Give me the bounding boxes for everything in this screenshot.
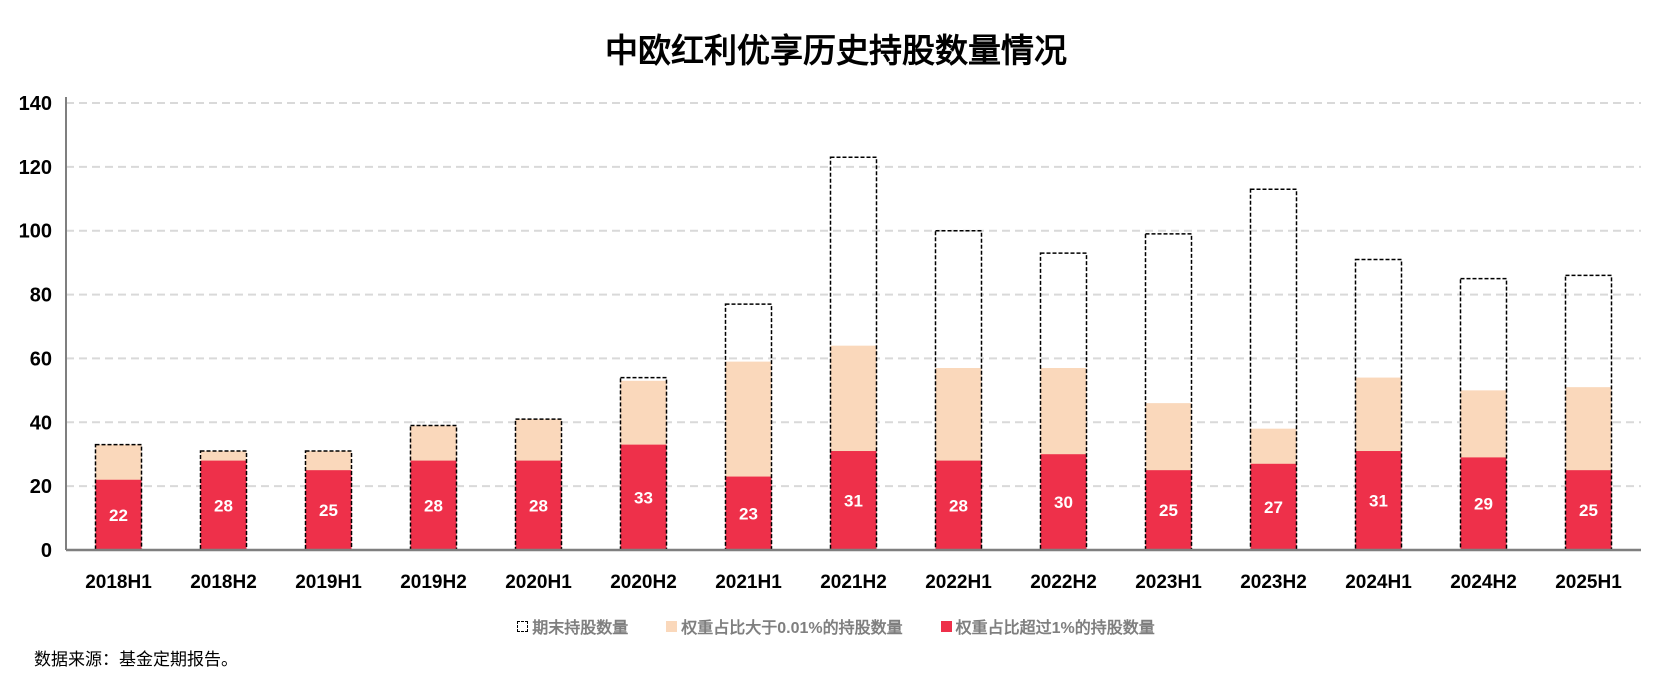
x-tick-label: 2020H2 [610, 572, 677, 593]
data-label: 28 [214, 496, 233, 515]
bar-total-holdings [829, 156, 878, 551]
bar-weight-over-1pct [200, 460, 247, 550]
bar-total-holdings [304, 450, 353, 551]
data-label: 31 [1369, 492, 1388, 511]
x-tick-label: 2024H2 [1450, 572, 1517, 593]
x-tick-label: 2025H1 [1555, 572, 1622, 593]
y-tick-label: 100 [19, 221, 52, 243]
data-label: 30 [1054, 493, 1073, 512]
data-label: 25 [1159, 501, 1178, 520]
bar-total-holdings [934, 229, 983, 551]
x-tick-label: 2024H1 [1345, 572, 1412, 593]
x-tick-label: 2022H2 [1030, 572, 1097, 593]
bar-weight-over-1pct [515, 460, 562, 550]
bar-weight-over-1pct [1460, 457, 1507, 550]
y-tick-label: 120 [19, 157, 52, 179]
bar-total-holdings [199, 450, 248, 551]
legend-label: 期末持股数量 [532, 620, 629, 637]
bar-total-holdings [1459, 277, 1508, 551]
x-tick-label: 2020H1 [505, 572, 572, 593]
x-tick-label: 2019H1 [295, 572, 362, 593]
bar-weight-over-1pct [620, 444, 667, 550]
x-tick-label: 2019H2 [400, 572, 467, 593]
data-label: 33 [634, 488, 653, 507]
data-label: 29 [1474, 495, 1493, 514]
x-tick-label: 2022H1 [925, 572, 992, 593]
bar-weight-over-1pct [1145, 470, 1192, 550]
legend: 期末持股数量 权重占比大于0.01%的持股数量 权重占比超过1%的持股数量 [0, 614, 1672, 638]
x-tick-label: 2018H2 [190, 572, 257, 593]
data-label: 22 [109, 506, 128, 525]
data-label: 25 [319, 501, 338, 520]
data-label: 31 [844, 492, 863, 511]
bar-weight-over-1pct [935, 460, 982, 550]
legend-swatch [940, 620, 952, 632]
data-label: 23 [739, 504, 758, 523]
source-note: 数据来源：基金定期报告。 [34, 650, 238, 669]
bar-weight-over-1pct [1250, 463, 1297, 550]
bar-weight-over-1pct [305, 470, 352, 550]
y-tick-label: 80 [30, 285, 52, 307]
legend-swatch [666, 620, 678, 632]
bar-weight-over-1pct [830, 451, 877, 550]
bar-weight-over-1pct [1355, 451, 1402, 550]
data-label: 27 [1264, 498, 1283, 517]
x-tick-label: 2023H2 [1240, 572, 1307, 593]
x-tick-label: 2023H1 [1135, 572, 1202, 593]
legend-item: 期末持股数量 [517, 614, 628, 638]
legend-swatch [517, 620, 529, 632]
bar-weight-over-1pct [410, 460, 457, 550]
x-tick-label: 2021H1 [715, 572, 782, 593]
bar-weight-over-1pct [1040, 454, 1087, 550]
y-tick-label: 0 [41, 540, 52, 562]
data-label: 28 [529, 496, 548, 515]
legend-label: 权重占比超过1%的持股数量 [955, 620, 1155, 637]
y-tick-label: 140 [19, 93, 52, 115]
bar-total-holdings [1039, 252, 1088, 551]
y-tick-label: 60 [30, 348, 52, 370]
y-tick-label: 40 [30, 412, 52, 434]
legend-item: 权重占比大于0.01%的持股数量 [666, 614, 903, 638]
y-tick-label: 20 [30, 476, 52, 498]
legend-label: 权重占比大于0.01%的持股数量 [681, 620, 903, 637]
bar-weight-over-1pct [725, 476, 772, 550]
x-tick-label: 2021H2 [820, 572, 887, 593]
legend-item: 权重占比超过1%的持股数量 [940, 614, 1155, 638]
data-label: 25 [1579, 501, 1598, 520]
data-label: 28 [949, 496, 968, 515]
data-label: 28 [424, 496, 443, 515]
chart-title: 中欧红利优享历史持股数量情况 [605, 32, 1067, 69]
bar-weight-over-1pct [95, 479, 142, 550]
x-tick-label: 2018H1 [85, 572, 152, 593]
bar-weight-over-1pct [1565, 470, 1612, 550]
